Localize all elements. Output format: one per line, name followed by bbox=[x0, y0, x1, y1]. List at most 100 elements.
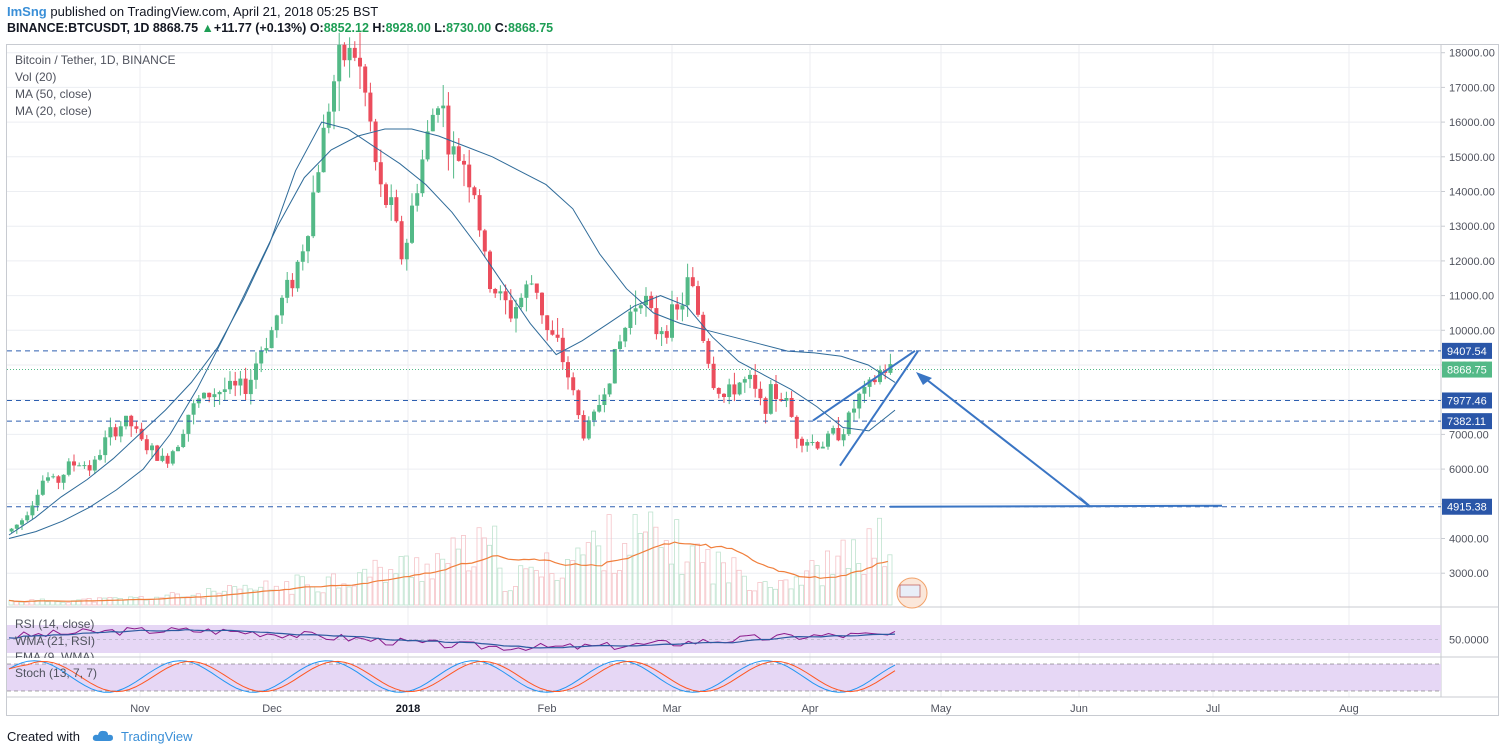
candle-body bbox=[841, 434, 846, 441]
candle-body bbox=[358, 57, 362, 67]
volume-bar bbox=[190, 594, 196, 606]
legend-ma20[interactable]: MA (20, close) bbox=[15, 104, 92, 118]
volume-bar bbox=[762, 581, 768, 606]
high-label: H: bbox=[372, 21, 386, 35]
volume-bar bbox=[559, 577, 565, 606]
candle-body bbox=[696, 286, 700, 315]
volume-bar bbox=[304, 584, 310, 606]
volume-bar bbox=[601, 570, 607, 606]
volume-bar bbox=[486, 544, 492, 606]
legend-title[interactable]: Bitcoin / Tether, 1D, BINANCE bbox=[15, 53, 176, 67]
legend-ema[interactable]: EMA (9, WMA) bbox=[15, 650, 95, 658]
candle-body bbox=[316, 172, 321, 193]
publisher-name[interactable]: ImSng bbox=[7, 4, 47, 19]
candle-body bbox=[529, 283, 534, 285]
ticker-change: +11.77 (+0.13%) bbox=[213, 21, 307, 35]
candle-body bbox=[706, 341, 711, 364]
candle-body bbox=[165, 455, 170, 464]
candle-body bbox=[805, 442, 810, 446]
ticker-symbol: BINANCE:BTCUSDT, 1D bbox=[7, 21, 150, 35]
candle-body bbox=[514, 307, 518, 319]
candle-body bbox=[295, 261, 300, 289]
candle-body bbox=[248, 379, 253, 395]
candle-body bbox=[139, 428, 144, 440]
volume-bar bbox=[835, 555, 841, 606]
arrow-head-up bbox=[916, 372, 932, 385]
volume-bar bbox=[455, 548, 461, 606]
volume-bar bbox=[81, 598, 87, 606]
tradingview-link[interactable]: TradingView bbox=[121, 729, 193, 744]
candle-body bbox=[222, 389, 227, 392]
price-label: 9407.54 bbox=[1447, 346, 1487, 358]
candle-body bbox=[212, 394, 217, 398]
volume-bar bbox=[221, 590, 227, 606]
x-tick-label: Nov bbox=[130, 703, 150, 715]
candle-body bbox=[524, 284, 529, 298]
volume-bar bbox=[799, 584, 805, 606]
candle-body bbox=[576, 390, 581, 416]
close-label: C: bbox=[494, 21, 508, 35]
candle-body bbox=[113, 427, 118, 437]
volume-bar bbox=[164, 594, 170, 606]
volume-bar bbox=[466, 570, 472, 606]
candle-body bbox=[815, 442, 820, 449]
candle-body bbox=[540, 292, 544, 316]
volume-bar bbox=[148, 599, 154, 606]
legend-vol[interactable]: Vol (20) bbox=[15, 70, 57, 84]
candle-body bbox=[155, 445, 160, 461]
volume-bar bbox=[174, 593, 180, 606]
stoch-band bbox=[7, 664, 1441, 691]
volume-bar bbox=[757, 582, 763, 606]
candle-body bbox=[820, 446, 825, 449]
volume-bar bbox=[408, 577, 414, 606]
candle-body bbox=[857, 393, 862, 409]
candle-body bbox=[92, 459, 97, 471]
candle-body bbox=[14, 524, 19, 529]
volume-bar bbox=[289, 593, 295, 606]
low-label: L: bbox=[434, 21, 447, 35]
volume-bar bbox=[611, 572, 617, 606]
candle-body bbox=[664, 331, 669, 338]
volume-bar bbox=[284, 581, 290, 606]
volume-bar bbox=[840, 539, 846, 606]
volume-bar bbox=[882, 566, 888, 606]
candle-body bbox=[628, 311, 633, 328]
candle-body bbox=[602, 394, 607, 405]
legend-stoch[interactable]: Stoch (13, 7, 7) bbox=[15, 666, 98, 680]
chart-frame[interactable] bbox=[6, 44, 1499, 716]
candle-body bbox=[451, 146, 456, 155]
candle-body bbox=[716, 388, 721, 394]
candle-body bbox=[810, 442, 815, 443]
candle-body bbox=[191, 403, 196, 415]
candle-body bbox=[763, 398, 768, 414]
candle-body bbox=[9, 528, 14, 532]
created-with-text: Created with bbox=[7, 729, 80, 744]
candle-body bbox=[446, 105, 451, 155]
volume-bar bbox=[700, 562, 706, 606]
volume-bar bbox=[237, 588, 243, 606]
candle-body bbox=[384, 184, 388, 205]
volume-bar bbox=[861, 574, 867, 606]
target-line bbox=[889, 504, 1223, 508]
legend-wma[interactable]: WMA (21, RSI) bbox=[15, 634, 96, 648]
volume-bar bbox=[653, 526, 659, 606]
y-tick-label: 4000.00 bbox=[1449, 534, 1489, 546]
volume-bar bbox=[528, 566, 534, 606]
volume-bar bbox=[793, 576, 799, 606]
volume-bar bbox=[112, 597, 118, 606]
candle-body bbox=[727, 384, 732, 397]
candle-body bbox=[269, 330, 274, 349]
wedge-upper-line bbox=[812, 350, 916, 422]
candle-body bbox=[217, 392, 222, 395]
candle-body bbox=[831, 428, 836, 434]
candle-body bbox=[508, 300, 513, 319]
legend-ma50[interactable]: MA (50, close) bbox=[15, 87, 92, 101]
legend-rsi[interactable]: RSI (14, close) bbox=[15, 617, 95, 631]
candle-body bbox=[347, 47, 352, 61]
candle-body bbox=[711, 363, 716, 389]
candle-body bbox=[649, 295, 654, 309]
candle-body bbox=[285, 279, 290, 298]
publish-header: ImSng published on TradingView.com, Apri… bbox=[7, 4, 378, 19]
volume-bar bbox=[429, 578, 435, 606]
